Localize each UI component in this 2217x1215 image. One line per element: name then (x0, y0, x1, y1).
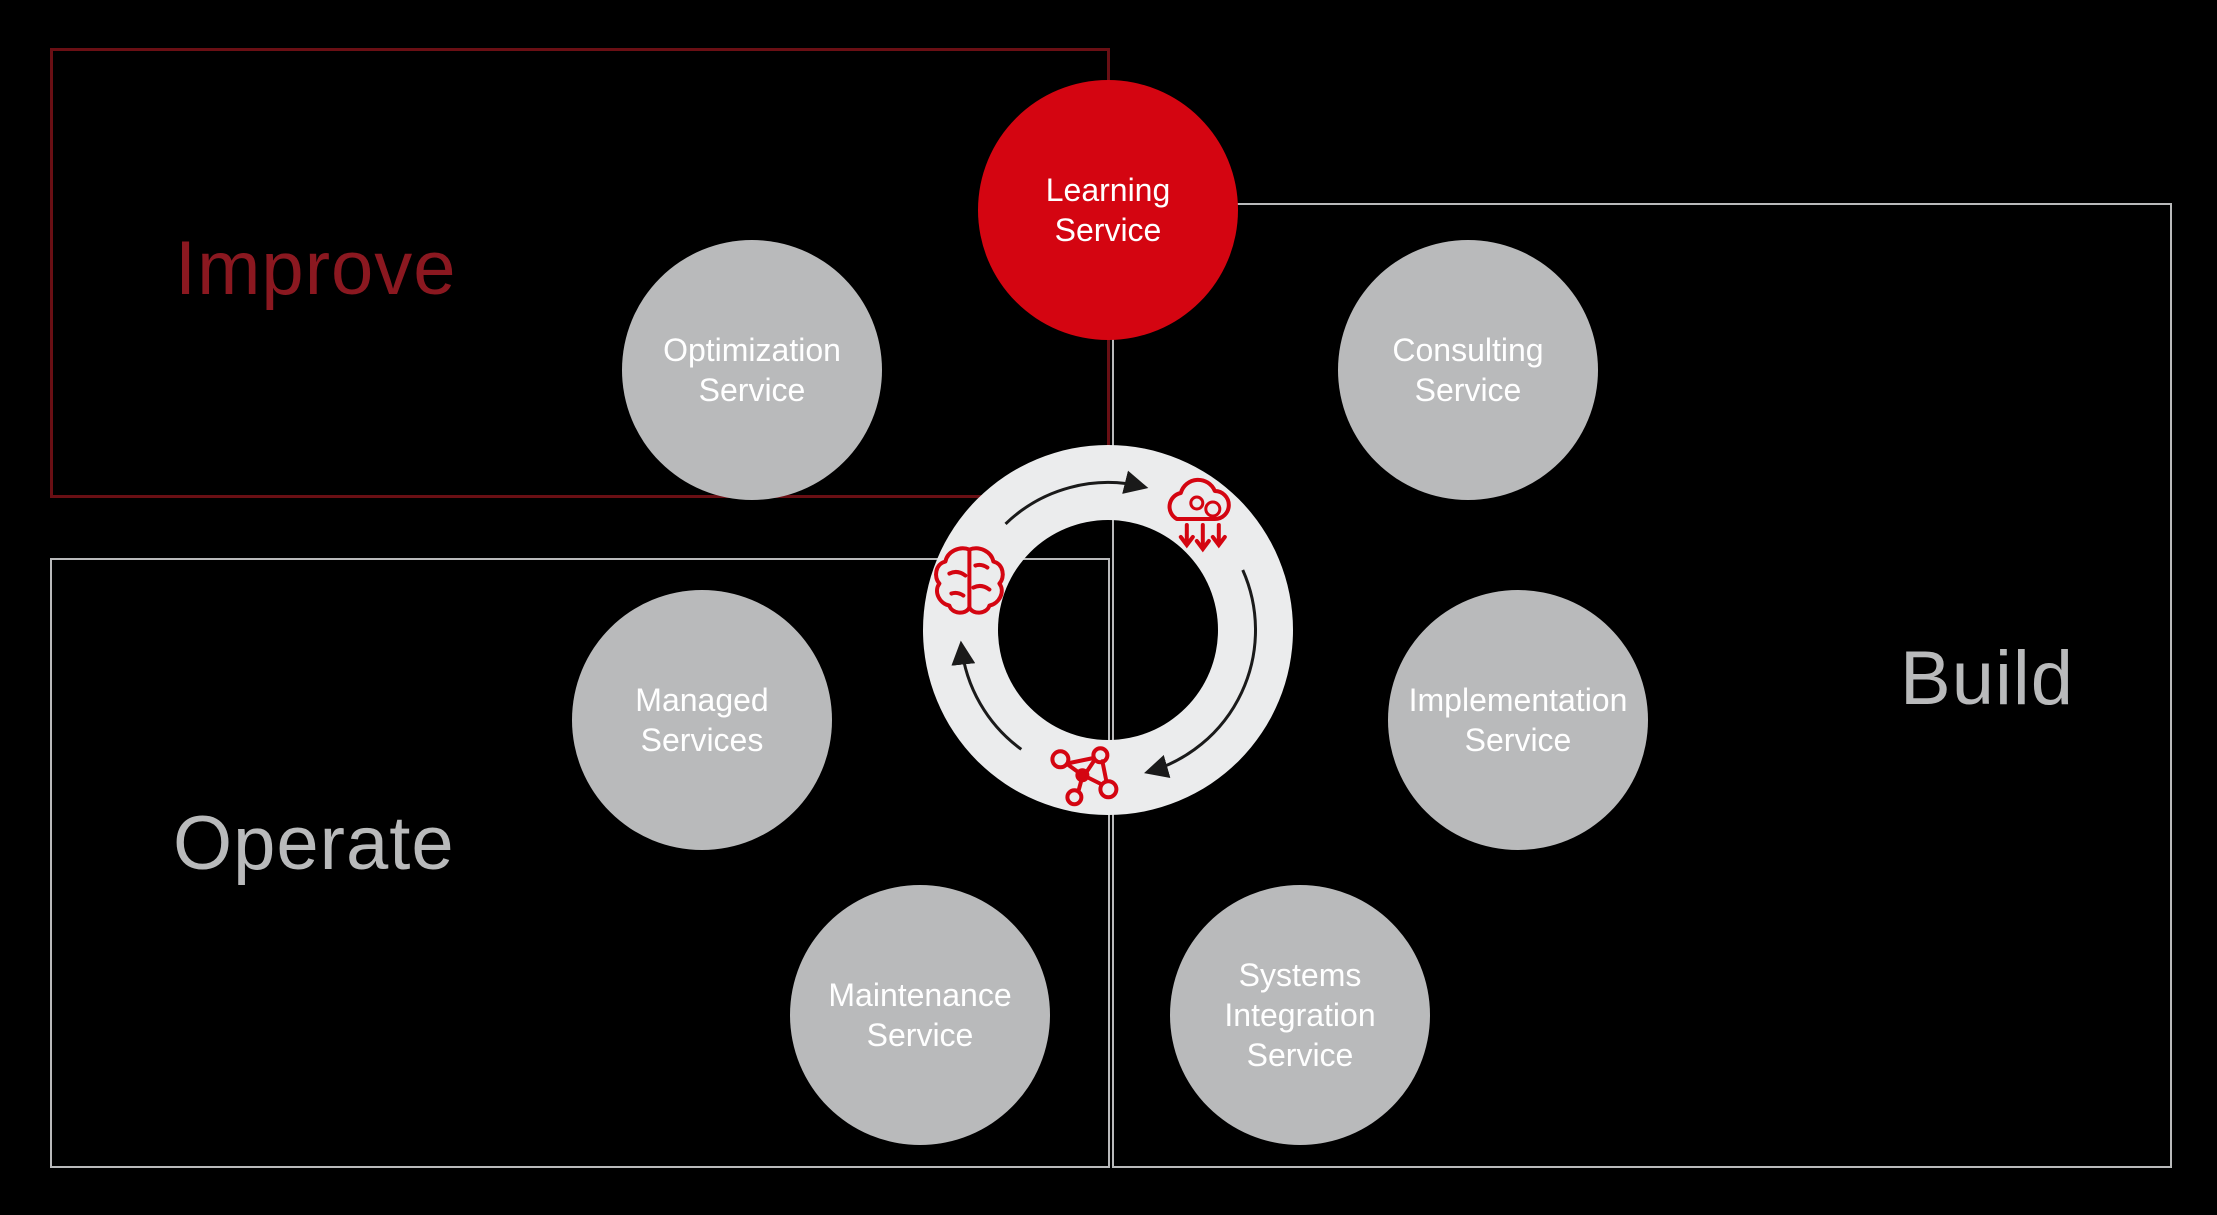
service-label: Systems Integration Service (1204, 955, 1395, 1075)
service-node-maintenance: Maintenance Service (790, 885, 1050, 1145)
service-label: Learning Service (1026, 170, 1191, 250)
service-node-learning: Learning Service (978, 80, 1238, 340)
service-node-optimization: Optimization Service (622, 240, 882, 500)
service-node-implementation: Implementation Service (1388, 590, 1648, 850)
service-label: Optimization Service (643, 330, 861, 410)
service-label: Maintenance Service (808, 975, 1031, 1055)
service-node-managed: Managed Services (572, 590, 832, 850)
service-label: Managed Services (615, 680, 788, 760)
region-label-build: Build (1900, 635, 2074, 722)
service-node-consulting: Consulting Service (1338, 240, 1598, 500)
region-label-improve: Improve (175, 225, 457, 312)
service-node-systems-integration: Systems Integration Service (1170, 885, 1430, 1145)
service-label: Implementation Service (1389, 680, 1648, 760)
diagram-stage: Improve Build Operate (0, 0, 2217, 1215)
center-ring (903, 425, 1313, 835)
service-label: Consulting Service (1372, 330, 1563, 410)
region-label-operate: Operate (173, 800, 455, 887)
